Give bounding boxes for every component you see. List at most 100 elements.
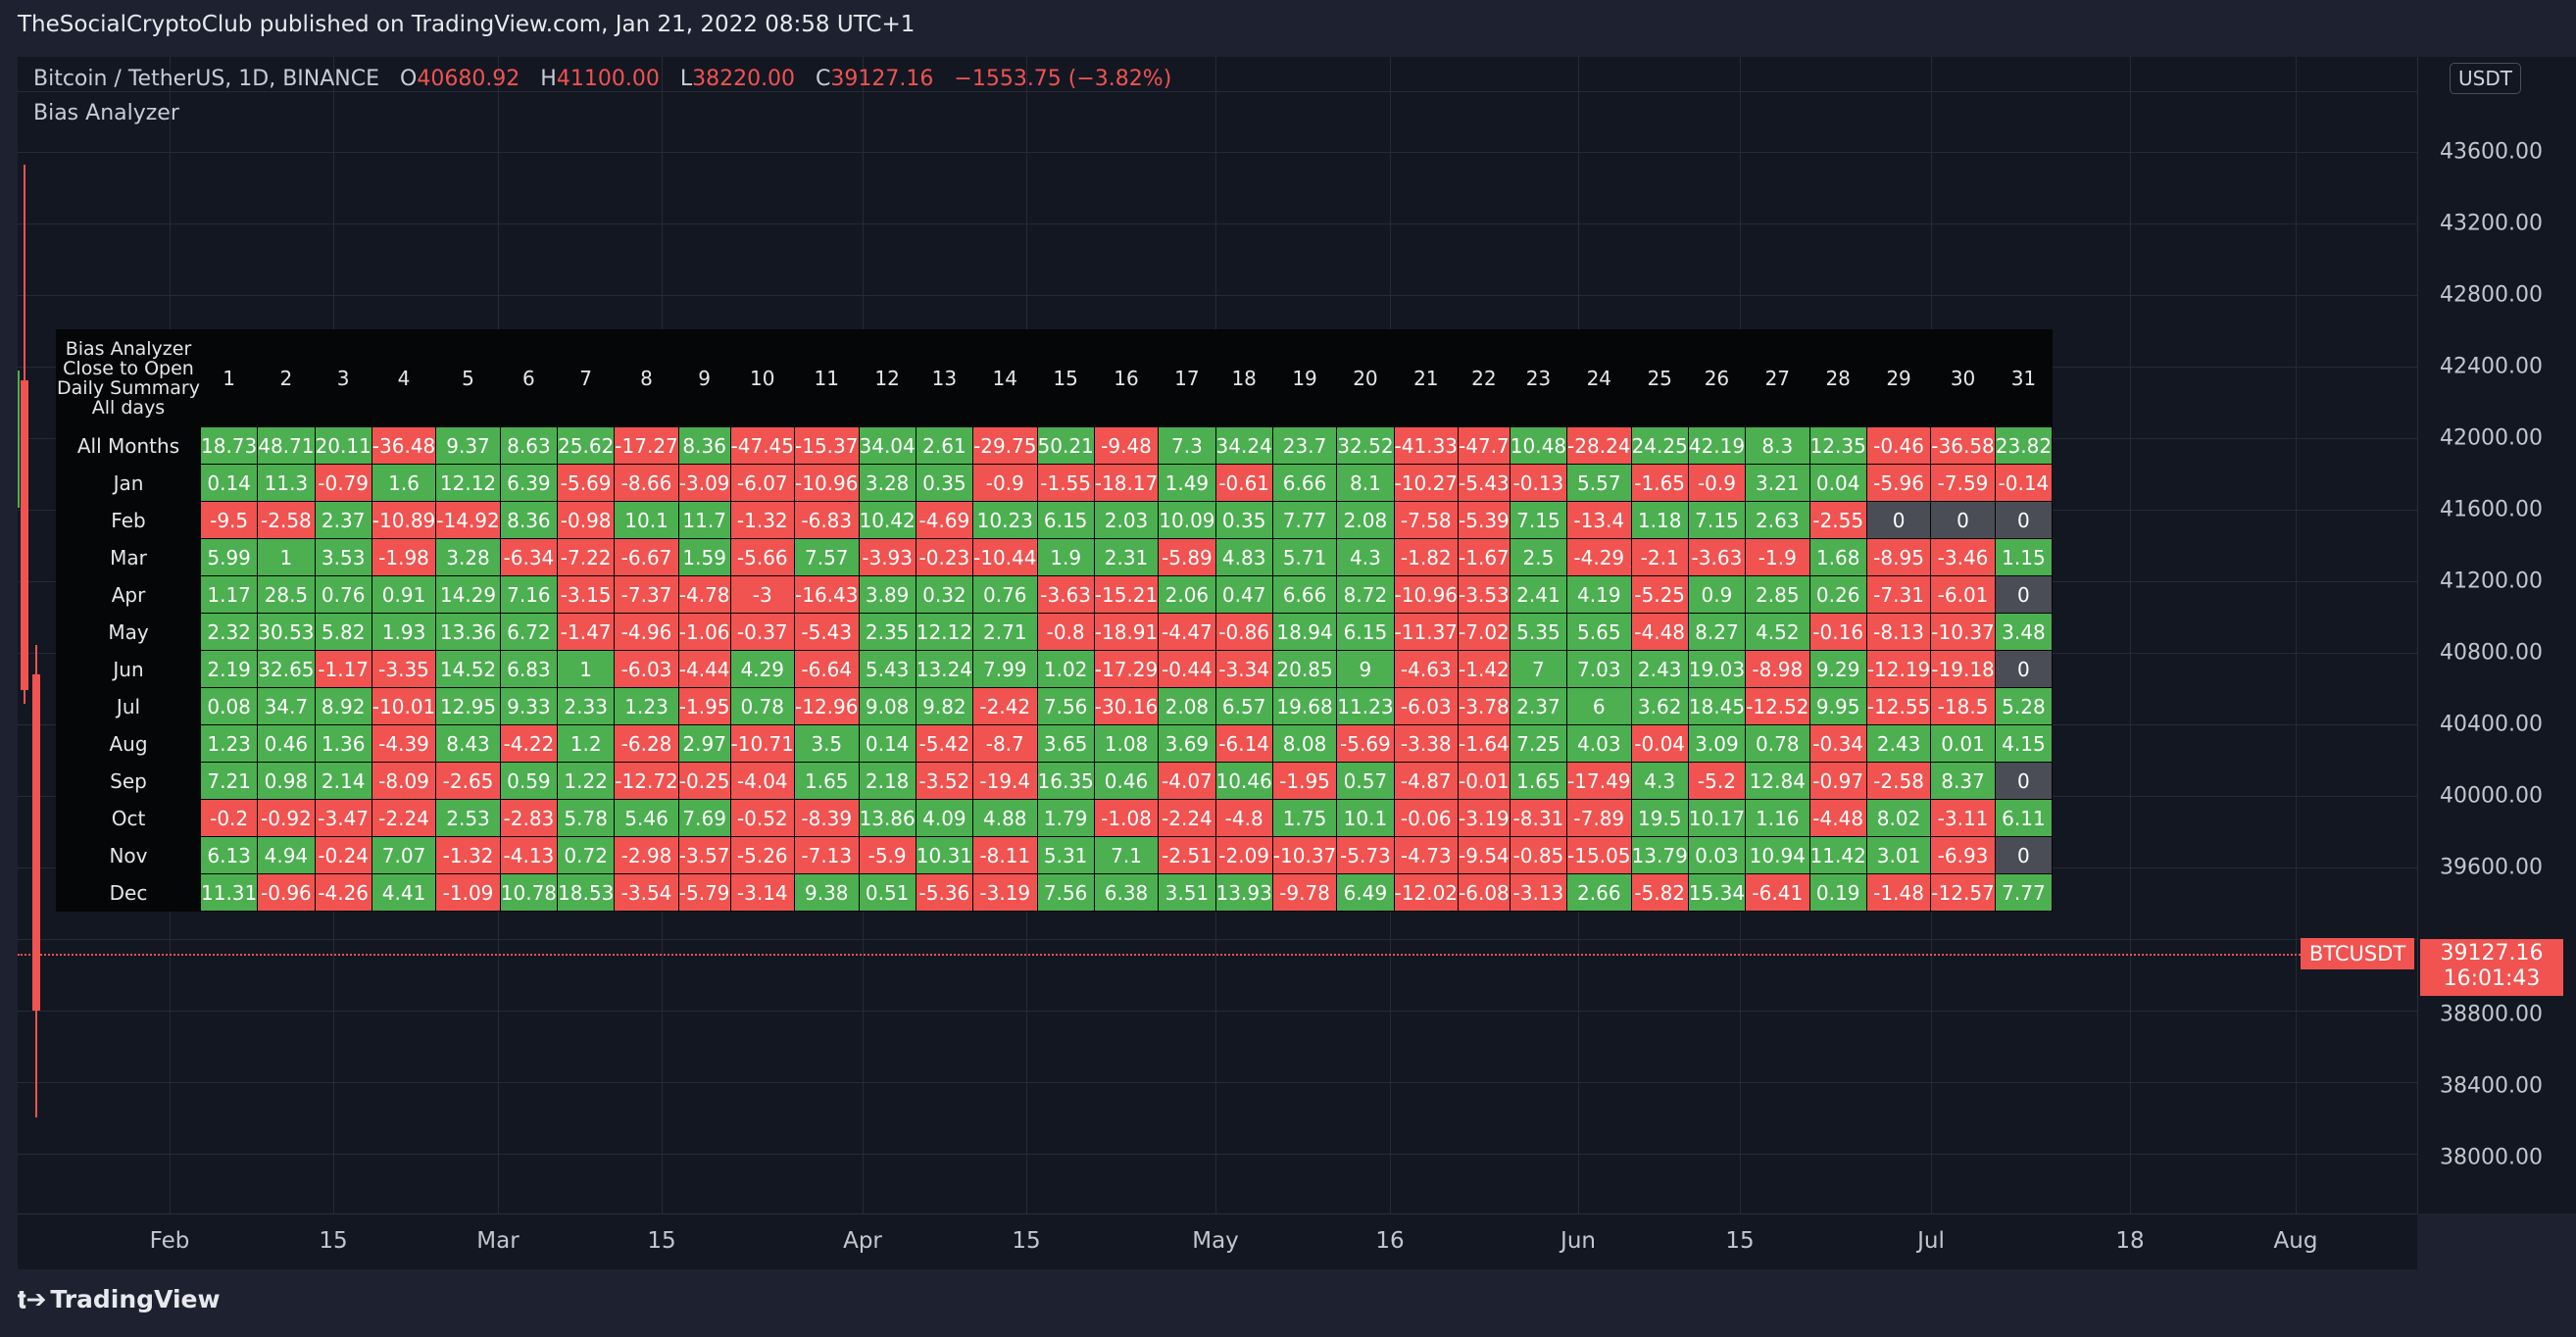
bias-cell: -4.13	[499, 836, 559, 874]
bias-cell: 0.46	[1093, 762, 1160, 800]
bias-cell: 10.31	[915, 836, 974, 874]
bias-cell: 3.21	[1745, 464, 1810, 502]
bias-cell: 10.09	[1158, 501, 1216, 539]
bias-cell: 4.41	[371, 873, 437, 912]
table-row: May 2.32 30.53 5.82 1.93 13.36 6.72 -1.47 -4.96-…	[56, 613, 2054, 651]
bias-cell: -4.22	[499, 724, 559, 763]
bar-countdown: 16:01:43	[2443, 966, 2541, 991]
bias-cell: -10.71	[729, 724, 796, 763]
bias-cell: 6.66	[1271, 575, 1338, 614]
bias-cell: 5.43	[858, 650, 916, 688]
bias-cell: 6	[1566, 687, 1632, 725]
bias-cell: 0.32	[915, 575, 974, 614]
bias-cell: 1.23	[199, 724, 259, 763]
bias-cell: 0.26	[1808, 575, 1867, 614]
bias-cell: 1.2	[557, 724, 616, 763]
price-tick: 38400.00	[2440, 1073, 2543, 1099]
table-row: Jun 2.19 32.65 -1.17 -3.35 14.52 6.83 1 -6.03 -4.…	[56, 650, 2054, 688]
bias-cell: 2.31	[1093, 538, 1160, 576]
bias-cell: 3.89	[858, 575, 916, 614]
bias-cell: -3.46	[1930, 538, 1996, 576]
bias-cell: -6.34	[499, 538, 559, 576]
grid-line	[18, 1011, 2417, 1012]
bias-cell: -0.14	[1994, 464, 2054, 502]
price-tick: 43200.00	[2440, 211, 2543, 236]
bias-cell: 1.22	[557, 762, 616, 800]
bias-cell: 7.99	[972, 650, 1038, 688]
month-row-label: Nov	[56, 836, 201, 874]
bias-cell: 12.95	[435, 687, 501, 725]
bias-cell: 8.36	[499, 501, 559, 539]
bias-cell: -0.96	[257, 873, 316, 912]
bias-cell: -10.37	[1930, 613, 1996, 651]
day-column-header: 26	[1687, 329, 1747, 427]
bias-cell: -0.97	[1808, 762, 1867, 800]
table-row: Jul 0.08 34.7 8.92 -10.01 12.95 9.33 2.33 1.23 -1…	[56, 687, 2054, 725]
bias-cell: -0.79	[314, 464, 372, 502]
bias-cell: 12.84	[1745, 762, 1810, 800]
bias-cell: 5.57	[1566, 464, 1632, 502]
day-column-header: 24	[1566, 329, 1632, 427]
bias-cell: -8.11	[972, 836, 1038, 874]
price-tick: 41600.00	[2440, 497, 2543, 522]
bias-cell: 11.23	[1336, 687, 1395, 725]
current-price-line	[18, 954, 2301, 956]
month-row-label: Mar	[56, 538, 201, 576]
low-value: 38220.00	[692, 67, 796, 91]
bias-cell: -12.57	[1930, 873, 1996, 912]
bias-cell: -3.63	[1036, 575, 1095, 614]
bias-cell: 4.09	[915, 799, 974, 837]
bias-cell: 2.41	[1509, 575, 1568, 614]
bias-cell: -28.24	[1566, 426, 1632, 465]
bias-cell: -5.82	[1630, 873, 1689, 912]
bias-cell: 5.46	[614, 799, 679, 837]
bias-cell: 34.7	[257, 687, 316, 725]
bias-cell: 9.82	[915, 687, 974, 725]
bias-cell: 9	[1336, 650, 1395, 688]
bias-cell: 0	[1994, 762, 2054, 800]
bias-cell: 13.86	[858, 799, 916, 837]
bias-cell: 0	[1930, 501, 1996, 539]
month-row-label: Aug	[56, 724, 201, 763]
bias-cell: -3.13	[1509, 873, 1568, 912]
bias-cell: 2.63	[1745, 501, 1810, 539]
bias-cell: -5.43	[794, 613, 860, 651]
day-column-header: 19	[1271, 329, 1338, 427]
bias-cell: 1.23	[614, 687, 679, 725]
table-row: Sep 7.21 0.98 2.14 -8.09 -2.65 0.59 1.22 -12.72-…	[56, 762, 2054, 800]
bias-cell: 7.21	[199, 762, 259, 800]
bias-cell: 6.72	[499, 613, 559, 651]
bias-cell: 13.36	[435, 613, 501, 651]
bias-cell: 0.59	[499, 762, 559, 800]
price-axis[interactable]: USDT 43600.00 43200.00 42800.00 42400.00…	[2417, 57, 2576, 1213]
bias-cell: -5.89	[1158, 538, 1216, 576]
bias-cell: -0.9	[1687, 464, 1747, 502]
month-row-label: Feb	[56, 501, 201, 539]
bias-cell: 20.85	[1271, 650, 1338, 688]
bias-cell: 0.78	[1745, 724, 1810, 763]
bias-cell: 7	[1509, 650, 1568, 688]
bias-cell: -17.27	[614, 426, 679, 465]
time-axis[interactable]: Feb 15 Mar 15 Apr 15 May 16 Jun 15 Jul 1…	[18, 1213, 2417, 1269]
bias-cell: -6.01	[1930, 575, 1996, 614]
bias-cell: -18.5	[1930, 687, 1996, 725]
bias-cell: -12.19	[1865, 650, 1932, 688]
bias-cell: -5.69	[557, 464, 616, 502]
bias-cell: 32.65	[257, 650, 316, 688]
bias-cell: 7.15	[1687, 501, 1747, 539]
grid-line	[18, 1082, 2417, 1083]
bias-cell: 3.62	[1630, 687, 1689, 725]
bias-cell: -11.37	[1393, 613, 1460, 651]
indicator-name[interactable]: Bias Analyzer	[33, 101, 179, 125]
bias-cell: -8.31	[1509, 799, 1568, 837]
time-tick: 15	[319, 1228, 348, 1254]
currency-button[interactable]: USDT	[2450, 63, 2521, 94]
bias-cell: -7.31	[1865, 575, 1932, 614]
bias-cell: -15.21	[1093, 575, 1160, 614]
tradingview-logo: 𝐭➔ TradingView	[18, 1285, 221, 1314]
grid-line	[18, 1154, 2417, 1155]
bias-cell: 2.08	[1158, 687, 1216, 725]
bias-cell: -3.09	[677, 464, 731, 502]
bias-cell: 7.15	[1509, 501, 1568, 539]
bias-cell: -4.73	[1393, 836, 1460, 874]
